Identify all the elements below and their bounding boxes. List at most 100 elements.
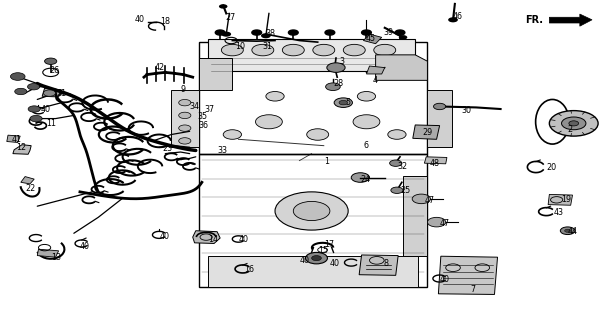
Polygon shape (425, 157, 447, 164)
Text: 24: 24 (360, 175, 370, 184)
Text: 47: 47 (439, 219, 450, 228)
Polygon shape (37, 249, 59, 257)
Text: 5: 5 (345, 98, 350, 107)
Text: 40: 40 (135, 15, 145, 24)
Text: 12: 12 (16, 143, 26, 152)
Circle shape (448, 17, 458, 22)
Circle shape (434, 103, 445, 110)
Text: 40: 40 (238, 235, 249, 244)
Text: 36: 36 (199, 121, 209, 131)
Text: 42: 42 (155, 63, 165, 72)
Circle shape (288, 30, 298, 35)
Circle shape (223, 130, 241, 139)
Circle shape (45, 58, 57, 64)
Circle shape (30, 116, 42, 122)
Circle shape (374, 44, 396, 56)
Circle shape (255, 115, 282, 129)
Polygon shape (13, 145, 31, 154)
Polygon shape (367, 66, 385, 74)
Circle shape (178, 112, 191, 119)
Text: 26: 26 (49, 66, 60, 75)
Circle shape (339, 100, 348, 105)
Circle shape (412, 194, 431, 204)
Text: 40: 40 (299, 256, 309, 265)
Circle shape (312, 256, 321, 261)
Circle shape (351, 173, 370, 182)
Text: 40: 40 (439, 275, 450, 284)
Text: 2: 2 (568, 125, 573, 134)
Polygon shape (199, 58, 232, 90)
Circle shape (306, 252, 327, 264)
Circle shape (326, 83, 340, 91)
Circle shape (221, 32, 231, 37)
Circle shape (560, 227, 575, 235)
Circle shape (562, 117, 586, 130)
Polygon shape (403, 176, 428, 256)
Polygon shape (208, 256, 419, 287)
Text: 28: 28 (333, 79, 343, 88)
Circle shape (307, 129, 329, 140)
Circle shape (362, 30, 371, 35)
Circle shape (10, 73, 25, 80)
Text: 38: 38 (266, 29, 276, 38)
Polygon shape (364, 34, 382, 44)
Text: 40: 40 (40, 105, 50, 114)
Text: 22: 22 (25, 184, 35, 193)
Polygon shape (413, 125, 439, 139)
Text: 11: 11 (46, 119, 56, 128)
Text: 45: 45 (365, 34, 375, 43)
Circle shape (221, 44, 243, 56)
Text: 13: 13 (51, 253, 61, 262)
Polygon shape (42, 88, 62, 97)
Circle shape (27, 84, 40, 90)
Polygon shape (548, 195, 573, 205)
Circle shape (266, 92, 284, 101)
Circle shape (428, 217, 445, 227)
Circle shape (388, 130, 406, 139)
Text: 35: 35 (197, 112, 207, 121)
Circle shape (565, 229, 571, 232)
Text: 31: 31 (263, 42, 273, 52)
Text: 46: 46 (453, 12, 463, 21)
Circle shape (15, 88, 27, 95)
Text: 25: 25 (400, 186, 410, 195)
Circle shape (334, 98, 353, 108)
Text: 7: 7 (470, 284, 475, 293)
Text: 37: 37 (205, 105, 215, 114)
Text: 48: 48 (430, 159, 439, 168)
Circle shape (43, 90, 56, 96)
Circle shape (343, 44, 365, 56)
Circle shape (178, 138, 191, 144)
Text: 20: 20 (546, 164, 557, 172)
Circle shape (399, 35, 408, 40)
Circle shape (325, 30, 335, 35)
Circle shape (28, 106, 40, 112)
Text: 40: 40 (330, 259, 340, 268)
Circle shape (215, 30, 225, 35)
Circle shape (353, 115, 380, 129)
Circle shape (261, 33, 271, 38)
Text: 8: 8 (384, 259, 389, 268)
Text: 30: 30 (461, 106, 471, 115)
Text: 32: 32 (397, 162, 407, 171)
Circle shape (390, 160, 402, 166)
Text: 29: 29 (423, 128, 433, 137)
Text: 44: 44 (568, 227, 577, 236)
Text: 18: 18 (161, 17, 170, 26)
Polygon shape (439, 256, 497, 294)
Polygon shape (208, 39, 415, 71)
Text: 1: 1 (324, 157, 329, 166)
Circle shape (549, 111, 598, 136)
Text: 47: 47 (425, 196, 434, 205)
Polygon shape (376, 55, 428, 80)
Text: 16: 16 (244, 265, 255, 275)
Text: 34: 34 (189, 102, 200, 111)
Circle shape (313, 44, 335, 56)
Circle shape (293, 201, 330, 220)
Circle shape (395, 30, 405, 35)
Text: 40: 40 (159, 232, 169, 241)
Text: 9: 9 (180, 85, 186, 94)
Text: 21: 21 (57, 89, 67, 98)
Text: 33: 33 (217, 146, 227, 155)
Circle shape (327, 63, 345, 72)
